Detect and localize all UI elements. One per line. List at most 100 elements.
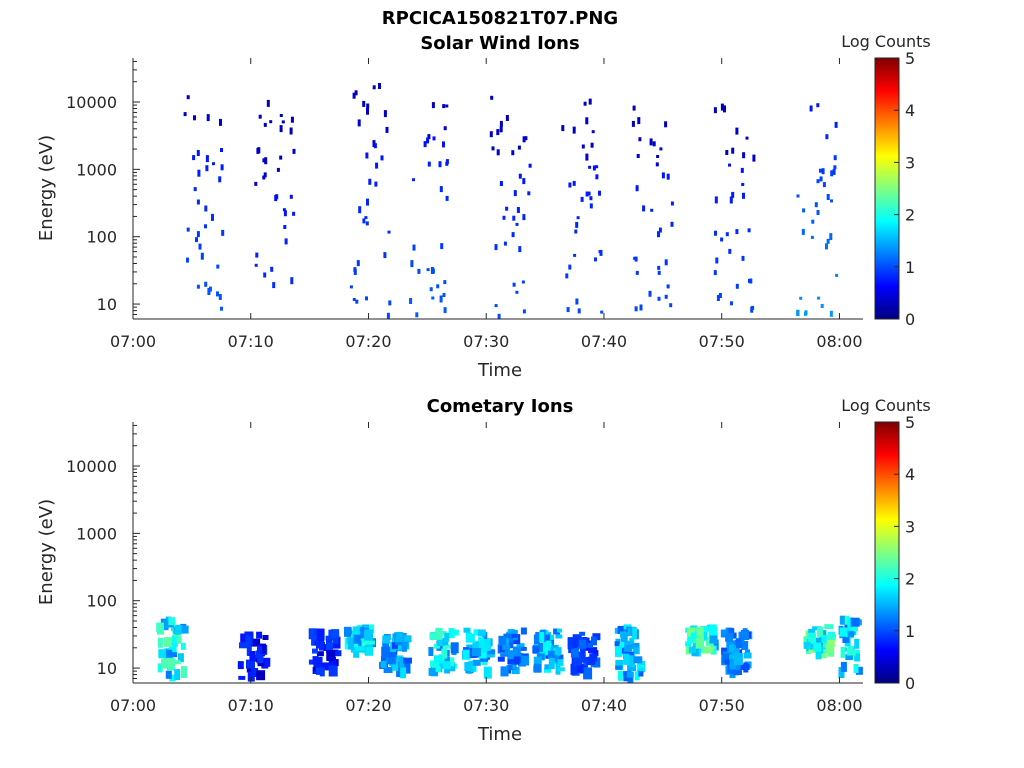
heatmap-cell <box>728 163 731 167</box>
heatmap-cell <box>513 190 517 197</box>
heatmap-cell <box>670 201 674 206</box>
heatmap-cell <box>554 647 562 656</box>
heatmap-cell <box>290 277 294 285</box>
heatmap-cell <box>193 187 197 192</box>
heatmap-cell <box>157 663 163 673</box>
heatmap-cell <box>796 194 800 198</box>
heatmap-cell <box>577 651 586 663</box>
heatmap-cell <box>372 85 376 90</box>
heatmap-cell <box>834 121 838 128</box>
heatmap-cell <box>368 178 372 185</box>
heatmap-cell <box>328 665 338 677</box>
heatmap-cell <box>429 632 439 640</box>
heatmap-cell <box>172 660 181 665</box>
heatmap-cell <box>572 638 579 647</box>
heatmap-cell <box>688 646 696 653</box>
heatmap-cell <box>627 627 636 636</box>
heatmap-cell <box>515 222 519 226</box>
heatmap-cell <box>380 155 384 161</box>
heatmap-cell <box>423 141 427 148</box>
heatmap-cell <box>576 216 580 220</box>
heatmap-cell <box>736 638 742 649</box>
heatmap-cell <box>652 141 656 147</box>
heatmap-cell <box>427 161 431 167</box>
heatmap-cell <box>349 285 353 289</box>
heatmap-cell <box>842 637 850 643</box>
heatmap-cell <box>839 627 848 637</box>
heatmap-cell <box>572 634 582 643</box>
colorbar-tick-label: 4 <box>905 465 915 484</box>
heatmap-cell <box>635 270 639 275</box>
heatmap-cell <box>275 194 279 200</box>
heatmap-cell <box>533 634 540 645</box>
heatmap-cell <box>695 636 704 649</box>
colorbar-tick-label: 0 <box>905 310 915 329</box>
heatmap-cell <box>511 655 520 665</box>
heatmap-cell <box>577 308 581 314</box>
heatmap-cell <box>557 628 562 633</box>
heatmap-cell <box>442 293 446 297</box>
heatmap-cell <box>728 644 734 652</box>
heatmap-cell <box>575 221 579 228</box>
heatmap-cell <box>375 162 379 169</box>
heatmap-cell <box>821 168 825 175</box>
heatmap-cell <box>478 637 485 644</box>
heatmap-cell <box>462 649 471 660</box>
heatmap-cell <box>355 640 364 648</box>
heatmap-cell <box>728 248 732 254</box>
y-tick-label: 100 <box>86 592 117 611</box>
heatmap-cell <box>205 155 209 163</box>
heatmap-cell <box>838 667 845 678</box>
heatmap-cell <box>292 211 296 216</box>
heatmap-cell <box>440 243 444 250</box>
heatmap-cell <box>751 305 755 310</box>
heatmap-cell <box>365 152 369 159</box>
heatmap-cell <box>544 667 551 673</box>
heatmap-cell <box>833 155 837 161</box>
heatmap-cell <box>388 300 392 306</box>
heatmap-cell <box>591 636 597 646</box>
heatmap-cell <box>183 112 187 117</box>
heatmap-cell <box>174 624 182 635</box>
heatmap-cell <box>583 667 593 680</box>
heatmap-cell <box>507 650 514 660</box>
heatmap-cell <box>598 190 601 196</box>
solar-wind-panel: Solar Wind Ions 07:00 07:10 07:20 07:30 07:4… <box>36 32 931 381</box>
heatmap-cell <box>522 214 526 221</box>
heatmap-cell <box>176 635 182 644</box>
heatmap-cell <box>745 649 750 655</box>
colorbar-tick-label: 4 <box>905 101 915 120</box>
heatmap-cell <box>383 110 387 118</box>
heatmap-cell <box>216 264 220 269</box>
heatmap-cell <box>829 310 833 317</box>
heatmap-cell <box>355 646 365 651</box>
heatmap-cell <box>556 654 564 664</box>
heatmap-cell <box>168 643 177 655</box>
heatmap-cell <box>403 635 412 643</box>
heatmap-cell <box>382 635 391 644</box>
heatmap-cell <box>731 643 740 656</box>
heatmap-cell <box>730 301 733 306</box>
heatmap-cell <box>426 268 430 272</box>
heatmap-cell <box>505 206 509 211</box>
heatmap-cell <box>579 647 586 652</box>
heatmap-cell <box>427 134 431 140</box>
heatmap-cell <box>218 176 222 183</box>
heatmap-cell <box>289 127 293 135</box>
colorbar-tick-label: 5 <box>905 413 915 432</box>
heatmap-cell <box>541 634 550 642</box>
heatmap-cell <box>729 196 733 204</box>
y-axis-label: Energy (eV) <box>36 135 57 241</box>
heatmap-cell <box>741 630 749 640</box>
heatmap-cell <box>381 646 391 658</box>
heatmap-cell <box>847 646 854 655</box>
heatmap-cell <box>196 284 200 289</box>
heatmap-cell <box>442 104 446 109</box>
heatmap-cell <box>617 625 624 634</box>
y-tick-label: 10000 <box>66 93 117 112</box>
heatmap-cell <box>157 637 163 648</box>
heatmap-cell <box>664 121 668 128</box>
heatmap-cell <box>511 150 515 156</box>
heatmap-cell <box>714 230 717 236</box>
